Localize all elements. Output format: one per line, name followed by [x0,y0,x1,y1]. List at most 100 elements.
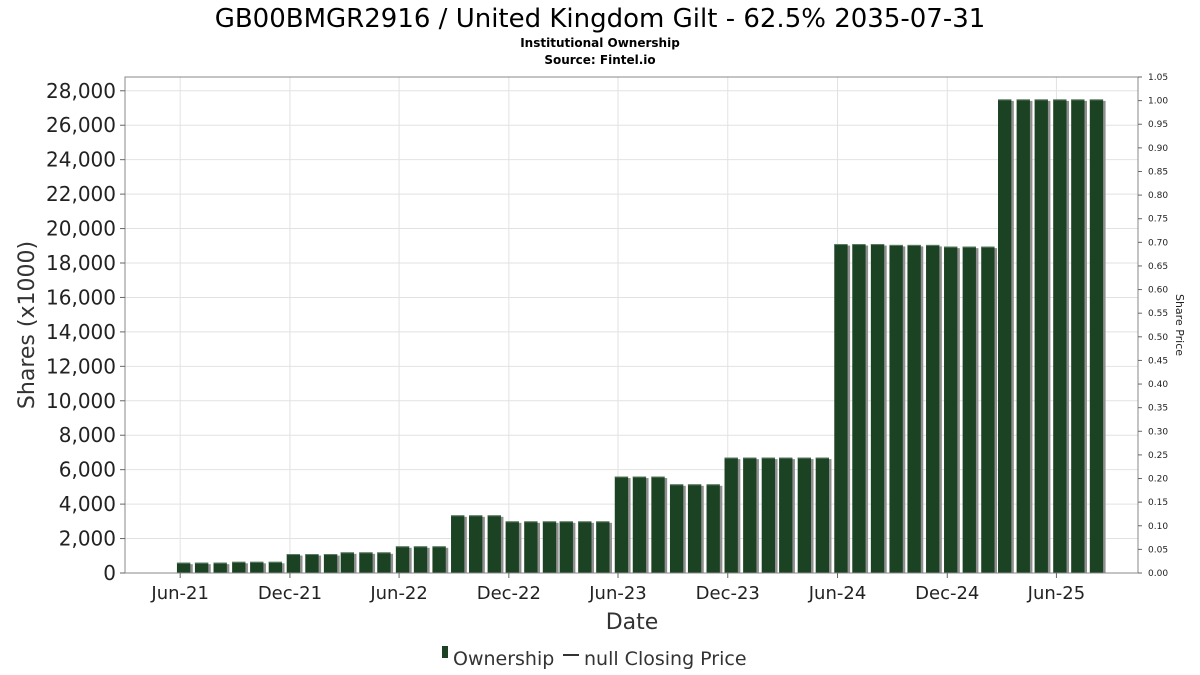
bar [981,246,998,573]
bar-body [487,515,501,573]
bar [1071,99,1088,573]
bar [524,521,541,573]
left-axis-ticks: 0 2,000 4,000 6,000 8,000 10,000 12,000 14,000 1… [46,79,125,585]
bar [944,246,960,573]
bar [651,476,668,573]
bar [632,476,649,573]
bar [232,561,248,573]
bar-body [651,476,665,573]
bar-body [542,521,557,573]
bar-body [578,521,592,573]
bar-body [469,515,483,573]
right-tick-label: 0.30 [1148,427,1168,437]
right-tick-label: 1.05 [1148,73,1168,83]
right-tick-label: 1.00 [1148,97,1168,107]
right-tick-label: 0.85 [1148,167,1168,177]
bar [505,521,522,573]
bar [1016,99,1033,573]
bar [542,521,559,573]
y-tick-label: 12,000 [46,354,116,378]
bar-body [706,484,720,573]
legend-price-label: null Closing Price [584,648,747,670]
bar-body [724,457,738,573]
bar [395,546,412,573]
bar [250,561,266,573]
bar [724,457,741,573]
bar [870,244,887,574]
bar [487,515,504,573]
bar-body [305,554,319,573]
x-tick-label: Dec-23 [696,583,760,604]
bar [889,244,906,573]
bar [797,457,814,573]
y-tick-label: 24,000 [46,148,116,172]
bar-body [815,457,830,573]
right-tick-label: 0.60 [1148,286,1168,296]
right-tick-label: 0.55 [1148,309,1168,319]
bar [614,476,631,573]
bar-body [340,552,354,573]
bar [176,562,193,573]
right-tick-label: 0.90 [1148,144,1168,154]
bar-body [669,484,684,573]
bar-body [962,246,976,573]
bar [761,457,778,573]
bar-body [1089,99,1104,573]
bar [1034,99,1051,573]
y-tick-label: 8,000 [59,423,116,447]
bar-body [632,476,647,573]
right-tick-label: 0.15 [1148,498,1168,508]
bar-body [998,99,1012,573]
bar-body [797,457,812,573]
x-tick-label: Jun-23 [588,583,647,604]
y-tick-label: 4,000 [59,492,116,516]
bar [779,457,795,573]
bar-body [359,552,373,573]
right-tick-label: 0.65 [1148,262,1168,272]
y-tick-label: 18,000 [46,251,116,275]
legend: Ownership null Closing Price [442,646,747,670]
bar [815,457,832,573]
right-tick-label: 0.35 [1148,404,1168,414]
bar [852,244,869,574]
right-tick-label: 0.50 [1148,333,1168,343]
bar [998,99,1014,573]
bar-body [213,562,227,573]
bar [286,554,303,573]
bar-body [779,457,793,573]
bar-body [413,546,428,573]
right-tick-label: 0.70 [1148,238,1168,248]
bar [669,484,686,573]
bar-body [524,521,538,573]
bar [687,484,704,573]
bar [194,562,211,573]
bar-body [1016,99,1030,573]
bar-body [451,515,465,573]
bar [359,552,376,573]
bar-body [1071,99,1085,573]
right-tick-label: 0.80 [1148,191,1168,201]
legend-ownership-swatch [442,646,448,658]
bar-body [907,244,921,573]
bar-body [432,546,446,573]
x-tick-label: Jun-24 [808,583,867,604]
x-tick-label: Dec-22 [477,583,541,604]
legend-ownership-label: Ownership [453,648,554,670]
y-tick-label: 26,000 [46,113,116,137]
bar-body [1053,99,1067,573]
bar-body [614,476,629,573]
x-tick-label: Jun-21 [150,583,209,604]
bar [962,246,979,573]
bar-body [852,244,866,574]
bar [413,546,430,573]
bar-body [232,561,246,573]
bar-body [176,562,191,573]
right-axis-ticks: 0.00 0.05 0.10 0.15 0.20 0.25 0.30 0.35 0.40 0.45… [1138,73,1168,579]
right-tick-label: 0.05 [1148,545,1168,555]
bar-body [377,552,391,573]
bar-body [1034,99,1048,573]
chart-subtitle-source: Source: Fintel.io [544,53,655,67]
bar-body [596,521,610,573]
bar [926,244,942,573]
bar [340,552,357,573]
